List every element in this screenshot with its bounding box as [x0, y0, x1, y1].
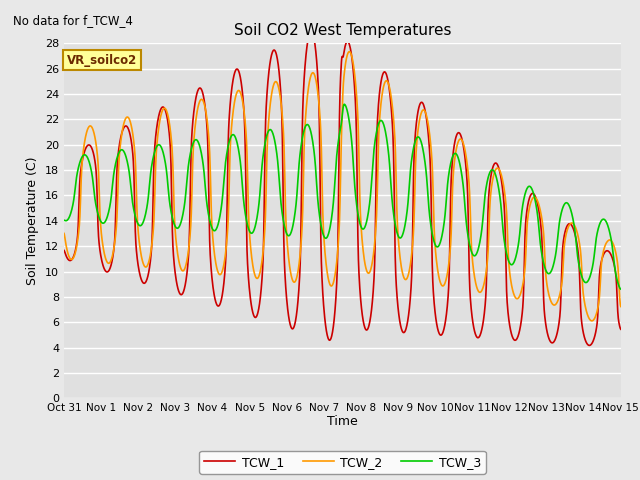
TCW_3 [331, 180, 339, 186]
TCW_1 [617, 326, 625, 332]
Line: TCW_1: TCW_1 [64, 31, 621, 346]
TCW_1 [586, 343, 593, 348]
TCW_1 [307, 28, 315, 34]
Line: TCW_3: TCW_3 [64, 104, 621, 289]
Title: Soil CO2 West Temperatures: Soil CO2 West Temperatures [234, 23, 451, 38]
Text: VR_soilco2: VR_soilco2 [67, 54, 137, 67]
TCW_1 [331, 307, 339, 313]
TCW_3 [316, 216, 324, 222]
TCW_2 [617, 304, 625, 310]
TCW_1 [499, 187, 506, 193]
X-axis label: Time: Time [327, 415, 358, 428]
TCW_2 [499, 178, 506, 184]
TCW_1 [60, 248, 68, 253]
TCW_3 [601, 217, 609, 223]
TCW_1 [88, 147, 96, 153]
TCW_2 [602, 242, 609, 248]
Legend: TCW_1, TCW_2, TCW_3: TCW_1, TCW_2, TCW_3 [199, 451, 486, 474]
Line: TCW_2: TCW_2 [64, 52, 621, 321]
TCW_2 [346, 49, 353, 55]
TCW_3 [88, 174, 96, 180]
Y-axis label: Soil Temperature (C): Soil Temperature (C) [26, 156, 39, 285]
TCW_2 [588, 318, 596, 324]
TCW_1 [602, 249, 609, 255]
TCW_2 [88, 125, 96, 131]
TCW_3 [60, 217, 68, 223]
TCW_1 [601, 249, 609, 255]
Text: No data for f_TCW_4: No data for f_TCW_4 [13, 14, 132, 27]
TCW_3 [601, 217, 609, 223]
TCW_2 [60, 230, 68, 236]
TCW_3 [499, 224, 506, 229]
TCW_3 [340, 101, 348, 107]
TCW_2 [331, 274, 339, 279]
TCW_3 [617, 286, 625, 292]
TCW_2 [316, 114, 324, 120]
TCW_1 [316, 191, 324, 197]
TCW_2 [601, 243, 609, 249]
